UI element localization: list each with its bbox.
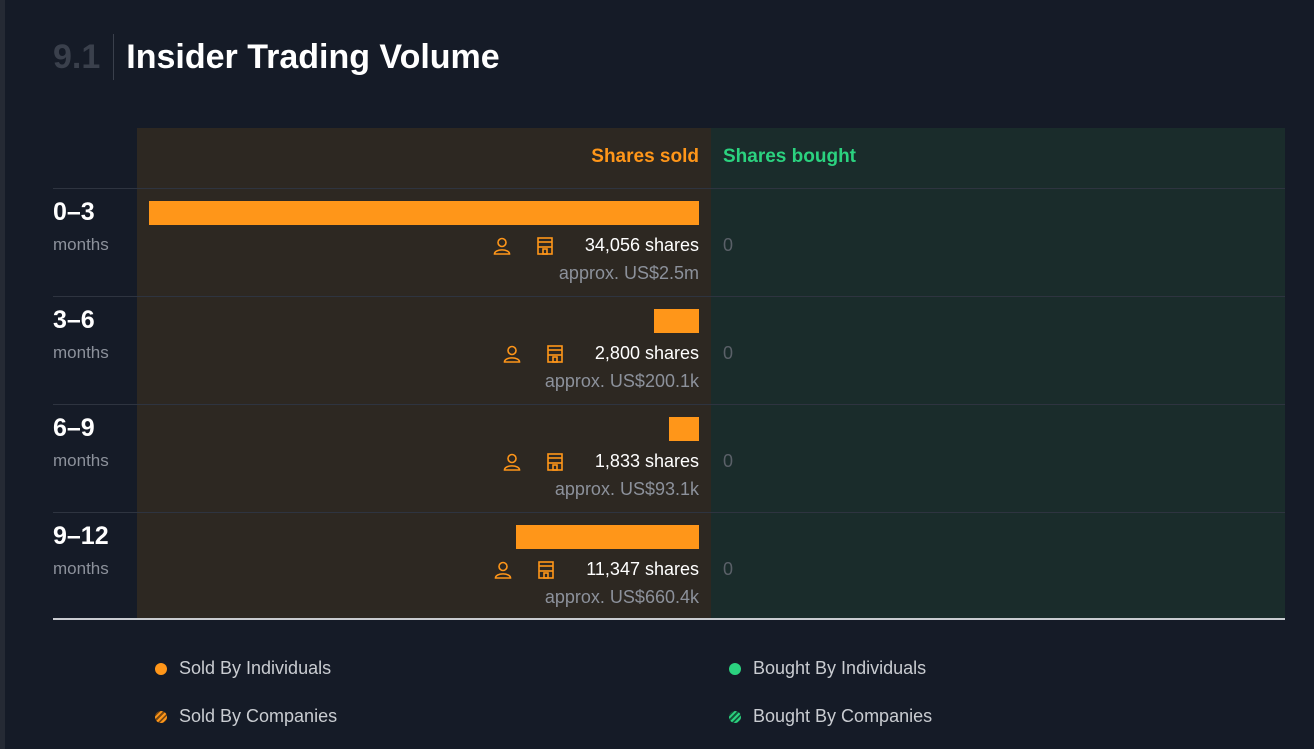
chart-row: 3–6 months 2,800 shares approx. US$200.1k 0: [53, 297, 1285, 405]
chart-row: 6–9 months 1,833 shares approx. US$93.1k 0: [53, 405, 1285, 513]
header-divider: [53, 188, 1285, 189]
period-label: 6–9: [53, 414, 95, 442]
person-icon: [493, 560, 513, 580]
green-dot-icon: [729, 662, 741, 675]
shares-sold-approx-value: approx. US$93.1k: [554, 479, 699, 499]
legend-sold-individuals: Sold By Individuals: [155, 658, 331, 679]
shares-sold-value: 11,347 shares: [586, 559, 699, 579]
sold-bar[interactable]: [149, 201, 699, 225]
legend-label: Sold By Individuals: [179, 658, 332, 678]
chart-axis-line: [53, 618, 1285, 620]
shares-bought-value: 0: [723, 343, 734, 363]
chart-row: 0–3 months 34,056 shares approx. US$2.5m 0: [53, 189, 1285, 297]
sold-bar[interactable]: [654, 309, 699, 333]
period-label: 3–6: [53, 306, 95, 334]
period-label: 9–12: [53, 522, 109, 550]
building-icon: [536, 560, 556, 580]
bought-panel: [711, 128, 1285, 618]
building-icon: [545, 452, 565, 472]
period-unit: months: [53, 451, 109, 470]
legend-sold-companies: Sold By Companies: [155, 706, 337, 727]
row-divider: [53, 296, 1285, 297]
row-divider: [53, 512, 1285, 513]
legend-label: Sold By Companies: [179, 706, 338, 726]
legend-bought-individuals: Bought By Individuals: [729, 658, 926, 679]
period-label: 0–3: [53, 198, 95, 226]
orange-dot-icon: [155, 662, 167, 675]
shares-bought-value: 0: [723, 559, 734, 579]
left-edge-divider: [0, 0, 5, 749]
insider-trading-chart: Shares sold Shares bought 0–3 months 34,05…: [53, 128, 1285, 620]
section-header: 9.1 Insider Trading Volume: [53, 34, 500, 80]
sold-bar[interactable]: [516, 525, 699, 549]
shares-bought-header: Shares bought: [723, 146, 857, 167]
row-divider: [53, 404, 1285, 405]
shares-sold-approx-value: approx. US$660.4k: [544, 587, 699, 607]
person-icon: [492, 236, 512, 256]
section-title: Insider Trading Volume: [126, 38, 500, 76]
green-striped-dot-icon: [729, 710, 741, 723]
shares-sold-approx-value: approx. US$2.5m: [558, 263, 699, 283]
shares-bought-value: 0: [723, 451, 734, 471]
chart-row: 9–12 months 11,347 shares approx. US$660.4k…: [53, 513, 1285, 621]
shares-sold-approx-value: approx. US$200.1k: [544, 371, 699, 391]
period-unit: months: [53, 235, 109, 254]
section-number: 9.1: [53, 34, 115, 80]
period-unit: months: [53, 559, 109, 578]
orange-striped-dot-icon: [155, 710, 167, 723]
shares-sold-value: 2,800 shares: [594, 343, 699, 363]
shares-sold-value: 34,056 shares: [584, 235, 699, 255]
legend-label: Bought By Individuals: [753, 658, 927, 678]
person-icon: [502, 452, 522, 472]
legend-label: Bought By Companies: [753, 706, 933, 726]
building-icon: [545, 344, 565, 364]
period-unit: months: [53, 343, 109, 362]
legend-bought-companies: Bought By Companies: [729, 706, 932, 727]
building-icon: [535, 236, 555, 256]
shares-bought-value: 0: [723, 235, 734, 255]
person-icon: [502, 344, 522, 364]
shares-sold-value: 1,833 shares: [594, 451, 699, 471]
sold-bar[interactable]: [669, 417, 699, 441]
shares-sold-header: Shares sold: [591, 146, 699, 167]
